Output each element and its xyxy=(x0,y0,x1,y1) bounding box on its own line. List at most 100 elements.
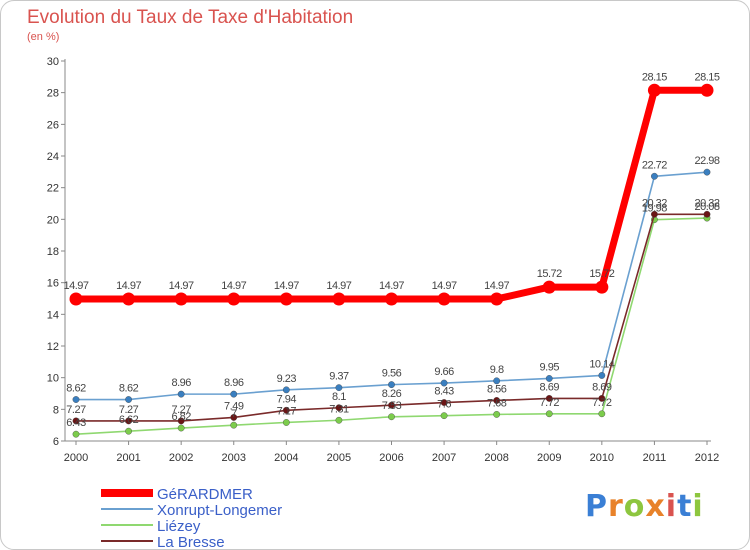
data-point xyxy=(493,410,501,418)
data-point xyxy=(545,410,553,418)
data-label: 10.14 xyxy=(589,358,614,370)
data-label: 9.23 xyxy=(277,373,297,385)
data-label: 7.94 xyxy=(277,393,297,405)
data-label: 8.62 xyxy=(119,383,139,395)
data-point xyxy=(388,381,395,389)
proxiti-logo: Proxiti xyxy=(585,489,704,524)
data-label: 8.1 xyxy=(332,391,346,403)
x-tick-label: 2002 xyxy=(169,452,193,464)
data-label: 14.97 xyxy=(116,280,141,292)
data-label: 7.72 xyxy=(592,397,612,409)
data-point xyxy=(72,396,80,403)
data-label: 9.95 xyxy=(540,361,560,373)
data-point xyxy=(125,396,132,403)
y-tick-label: 26 xyxy=(47,119,59,131)
x-tick-label: 2011 xyxy=(643,452,667,464)
data-point xyxy=(437,292,451,306)
data-point xyxy=(282,406,290,414)
data-point xyxy=(385,292,398,306)
data-point xyxy=(282,419,290,426)
data-point xyxy=(230,390,238,398)
data-point xyxy=(177,417,185,425)
data-point xyxy=(335,384,343,392)
x-tick-label: 2004 xyxy=(274,452,298,464)
logo-letter: x xyxy=(645,489,666,524)
data-point xyxy=(595,280,609,294)
data-label: 8.62 xyxy=(66,383,86,395)
data-label: 14.97 xyxy=(432,280,457,292)
data-point xyxy=(125,417,132,425)
legend-label: GéRARDMER xyxy=(157,486,253,503)
data-label: 8.96 xyxy=(224,377,244,389)
y-tick-label: 10 xyxy=(47,373,59,385)
data-label: 9.37 xyxy=(329,371,349,383)
series-layer xyxy=(69,83,714,438)
data-label: 7 xyxy=(231,408,237,420)
data-label: 19.98 xyxy=(642,203,667,215)
logo-letter: i xyxy=(665,489,678,524)
logo-letter: P xyxy=(585,489,608,524)
data-label: 9.56 xyxy=(382,368,402,380)
data-label: 14.97 xyxy=(379,280,404,292)
data-point xyxy=(490,292,504,306)
data-point xyxy=(440,412,448,420)
data-point xyxy=(598,410,606,418)
data-point xyxy=(230,414,238,421)
data-point xyxy=(700,83,714,97)
data-label: 8.96 xyxy=(171,377,191,389)
data-label: 7.27 xyxy=(66,404,86,416)
data-point xyxy=(703,210,711,218)
y-tick-label: 30 xyxy=(47,56,59,68)
data-label: 9.66 xyxy=(434,366,454,378)
data-point xyxy=(388,401,395,409)
data-label: 14.97 xyxy=(169,280,194,292)
data-label: 8.69 xyxy=(540,381,560,393)
axes: 6 8 10 12 14 16 18 20 22 24 26 28 30 2000 2001 2002 2003… xyxy=(47,56,719,464)
data-label: 7.31 xyxy=(329,403,349,415)
chart-title: Evolution du Taux de Taxe d'Habitation xyxy=(27,7,354,28)
data-point xyxy=(279,292,293,306)
data-label: 20.08 xyxy=(694,201,719,213)
data-point xyxy=(542,280,556,294)
data-point xyxy=(335,416,343,424)
data-point xyxy=(72,417,80,425)
data-label: 7.27 xyxy=(119,404,139,416)
data-point xyxy=(282,386,290,394)
x-tick-label: 2000 xyxy=(64,452,88,464)
data-point xyxy=(332,292,346,306)
chart-subtitle: (en %) xyxy=(27,31,60,43)
data-point xyxy=(493,377,501,385)
x-tick-label: 2009 xyxy=(537,452,561,464)
data-label: 6.43 xyxy=(66,417,86,429)
legend-label: Liézey xyxy=(157,518,201,535)
data-label: 14.97 xyxy=(63,280,88,292)
data-point xyxy=(174,292,188,306)
data-label: 8.43 xyxy=(434,386,454,398)
data-point xyxy=(125,427,132,435)
data-point xyxy=(177,424,185,432)
x-tick-label: 2003 xyxy=(222,452,246,464)
data-point xyxy=(598,372,606,379)
data-label: 8.69 xyxy=(592,381,612,393)
x-tick-label: 2008 xyxy=(484,452,508,464)
data-label: 9.8 xyxy=(490,364,504,376)
data-label: 28.15 xyxy=(694,71,719,83)
data-point xyxy=(388,413,395,421)
data-point xyxy=(440,379,448,387)
data-label: 14.97 xyxy=(484,280,509,292)
data-label: 7.68 xyxy=(487,397,507,409)
data-point xyxy=(335,404,343,412)
data-point xyxy=(703,168,711,176)
y-tick-label: 22 xyxy=(47,183,59,195)
data-label: 8.26 xyxy=(382,388,402,400)
y-tick-label: 12 xyxy=(47,341,59,353)
data-label: 22.72 xyxy=(642,159,667,171)
data-labels: 8.62 8.62 8.96 8.96 9.23 9.37 9.56 9.66 9.8 9.95 1… xyxy=(63,71,720,429)
x-tick-label: 2012 xyxy=(695,452,719,464)
data-point xyxy=(177,390,185,398)
y-tick-label: 8 xyxy=(53,404,59,416)
data-point xyxy=(651,210,658,218)
logo-letter: r xyxy=(608,489,624,524)
data-label: 7.6 xyxy=(437,399,451,411)
